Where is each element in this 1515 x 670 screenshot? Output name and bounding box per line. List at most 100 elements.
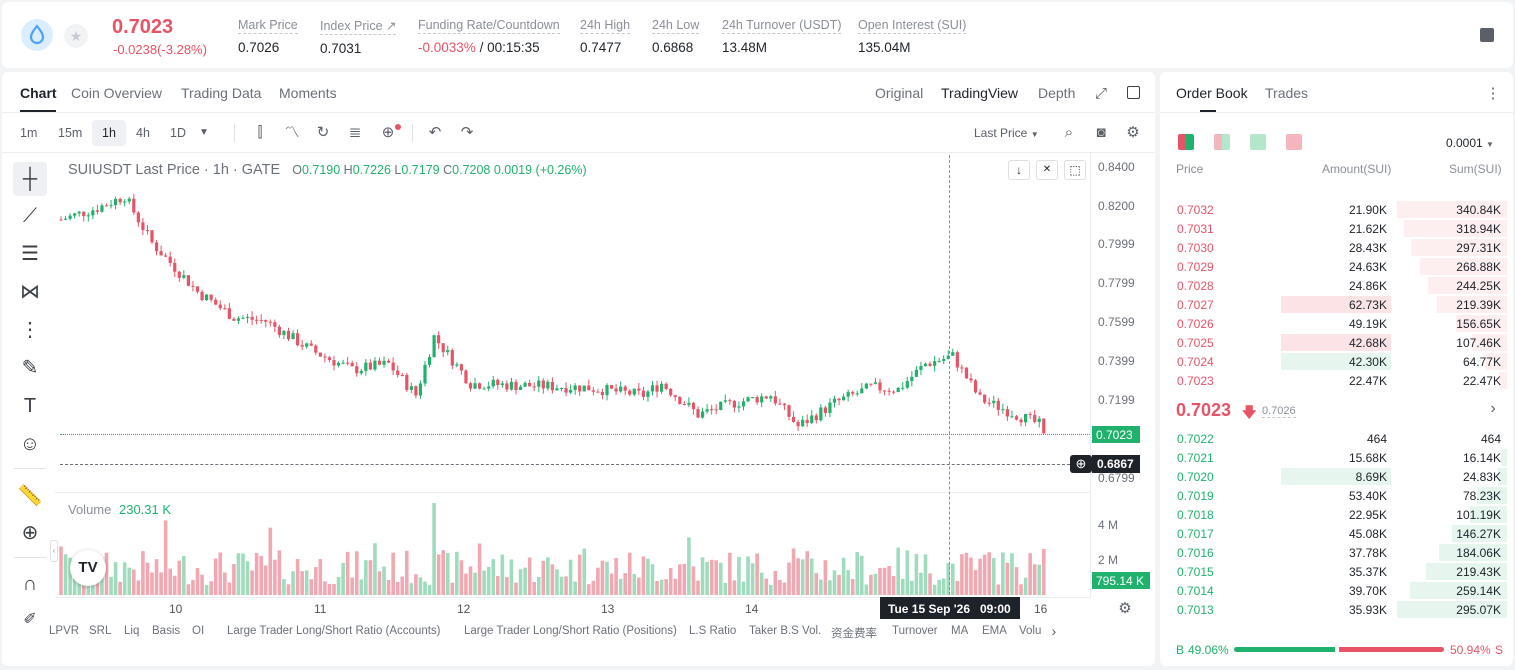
- zoom-icon[interactable]: ⊕: [21, 522, 39, 544]
- gear-icon[interactable]: ⚙: [1126, 124, 1140, 141]
- ask-row[interactable]: 0.7027 62.73K 219.39K: [1167, 295, 1507, 314]
- indicator-8[interactable]: Taker B.S Vol.: [749, 625, 822, 637]
- bid-row[interactable]: 0.7017 45.08K 146.27K: [1167, 524, 1507, 543]
- volume-bar: [150, 572, 154, 595]
- text-icon[interactable]: T: [23, 395, 37, 417]
- bid-row[interactable]: 0.7018 22.95K 101.19K: [1167, 505, 1507, 524]
- search-icon[interactable]: ⌕: [1064, 124, 1074, 141]
- indicator-10[interactable]: Turnover: [892, 625, 938, 637]
- layout-asks-icon[interactable]: [1286, 134, 1302, 150]
- timeframe-1h[interactable]: 1h: [102, 126, 116, 140]
- chart-settings-icon[interactable]: ⚙: [1118, 600, 1132, 617]
- tab-order-book[interactable]: Order Book: [1176, 85, 1248, 101]
- indicator-13[interactable]: Volu: [1019, 625, 1042, 637]
- ask-row[interactable]: 0.7024 42.30K 64.77K: [1167, 352, 1507, 371]
- tab-coin-overview[interactable]: Coin Overview: [71, 85, 163, 101]
- view-original[interactable]: Original: [875, 85, 924, 101]
- more-icon[interactable]: ⋮: [1485, 85, 1501, 102]
- chevron-right-icon[interactable]: ›: [1051, 623, 1057, 639]
- ask-row[interactable]: 0.7032 21.90K 340.84K: [1167, 200, 1507, 219]
- bid-row[interactable]: 0.7014 39.70K 259.14K: [1167, 581, 1507, 600]
- window-icon[interactable]: [1127, 86, 1140, 99]
- indicator-3[interactable]: Basis: [152, 625, 181, 637]
- indicator-4[interactable]: OI: [192, 625, 205, 637]
- pattern-icon[interactable]: ⋈: [20, 281, 40, 303]
- fit-icon[interactable]: ⬚: [1064, 160, 1086, 180]
- bid-row[interactable]: 0.7013 35.93K 295.07K: [1167, 600, 1507, 619]
- ask-row[interactable]: 0.7031 21.62K 318.94K: [1167, 219, 1507, 238]
- view-tradingview[interactable]: TradingView: [941, 85, 1019, 101]
- collapse-left-icon[interactable]: ‹: [50, 540, 58, 562]
- ask-row[interactable]: 0.7026 49.19K 156.65K: [1167, 314, 1507, 333]
- bid-row[interactable]: 0.7022 464 464: [1167, 429, 1507, 448]
- emoji-icon[interactable]: ☺: [19, 433, 41, 455]
- expand-icon[interactable]: ⤢: [1094, 85, 1107, 102]
- candle-body: [596, 391, 600, 393]
- timeframe-1d[interactable]: 1D: [170, 126, 186, 140]
- candle-body: [673, 395, 677, 397]
- fib-icon[interactable]: ⋮: [20, 319, 40, 341]
- tab-trades[interactable]: Trades: [1265, 85, 1309, 101]
- indicator-0[interactable]: LPVR: [49, 625, 80, 637]
- indicator-7[interactable]: L.S Ratio: [689, 625, 737, 637]
- ask-row[interactable]: 0.7030 28.43K 297.31K: [1167, 238, 1507, 257]
- redo-icon[interactable]: ↷: [460, 124, 474, 141]
- ask-row[interactable]: 0.7023 22.47K 22.47K: [1167, 371, 1507, 390]
- volume-bar: [314, 567, 318, 595]
- pencil-lock-icon[interactable]: ✐: [23, 611, 37, 628]
- bid-row[interactable]: 0.7019 53.40K 78.23K: [1167, 486, 1507, 505]
- timeframe-15m[interactable]: 15m: [58, 126, 83, 140]
- timeframe-1m[interactable]: 1m: [20, 126, 38, 140]
- collapse-icon[interactable]: ✕: [1036, 160, 1058, 180]
- layout-both-icon[interactable]: [1178, 134, 1194, 150]
- indicator-6[interactable]: Large Trader Long/Short Ratio (Positions…: [464, 625, 677, 637]
- book-icon[interactable]: [1480, 28, 1494, 42]
- order-amount: 45.08K: [1348, 527, 1387, 541]
- magnet-icon[interactable]: ∩: [22, 573, 38, 595]
- tab-trading-data[interactable]: Trading Data: [181, 85, 262, 101]
- bid-row[interactable]: 0.7015 35.37K 219.43K: [1167, 562, 1507, 581]
- add-indicator-icon[interactable]: ⊕: [381, 124, 395, 141]
- precision-select[interactable]: 0.0001 ▼: [1446, 136, 1494, 150]
- bid-row[interactable]: 0.7016 37.78K 184.06K: [1167, 543, 1507, 562]
- replay-icon[interactable]: ↻: [316, 124, 330, 141]
- indicator-2[interactable]: Liq: [124, 625, 140, 637]
- favorite-star-icon[interactable]: ★: [64, 24, 88, 48]
- timeframe-dropdown-icon[interactable]: ▼: [199, 127, 209, 138]
- tab-chart[interactable]: Chart: [20, 85, 57, 101]
- chevron-right-icon[interactable]: ›: [1490, 400, 1496, 417]
- ask-row[interactable]: 0.7025 42.68K 107.46K: [1167, 333, 1507, 352]
- ask-row[interactable]: 0.7028 24.86K 244.25K: [1167, 276, 1507, 295]
- trendline-icon[interactable]: ⟋: [23, 205, 37, 227]
- divider: [2, 152, 1155, 153]
- indicator-9[interactable]: 资金费率: [831, 628, 877, 640]
- ask-row[interactable]: 0.7029 24.63K 268.88K: [1167, 257, 1507, 276]
- price-type-select[interactable]: Last Price ▼: [974, 126, 1039, 140]
- stat-index-price[interactable]: Index Price ↗ 0.7031: [320, 19, 397, 56]
- candlestick-chart[interactable]: [55, 155, 1090, 485]
- layout-split-icon[interactable]: [1214, 134, 1230, 150]
- indicator-12[interactable]: EMA: [982, 625, 1007, 637]
- view-depth[interactable]: Depth: [1038, 85, 1076, 101]
- brush-icon[interactable]: ✎: [21, 357, 39, 379]
- crosshair-add-icon[interactable]: ⊕: [1070, 455, 1092, 473]
- crosshair-icon[interactable]: ┼: [22, 168, 38, 190]
- ruler-icon[interactable]: 📏: [17, 485, 43, 507]
- scroll-down-icon[interactable]: ↓: [1008, 160, 1030, 180]
- indicators-icon[interactable]: 〽: [284, 124, 300, 141]
- templates-icon[interactable]: ≣: [348, 124, 362, 141]
- bid-row[interactable]: 0.7021 15.68K 16.14K: [1167, 448, 1507, 467]
- horizontal-lines-icon[interactable]: ☰: [21, 243, 39, 265]
- timeframe-4h[interactable]: 4h: [136, 126, 150, 140]
- layout-bids-icon[interactable]: [1250, 134, 1266, 150]
- indicator-5[interactable]: Large Trader Long/Short Ratio (Accounts): [227, 625, 441, 637]
- tab-moments[interactable]: Moments: [279, 85, 337, 101]
- bid-row[interactable]: 0.7020 8.69K 24.83K: [1167, 467, 1507, 486]
- order-sum: 297.31K: [1456, 241, 1501, 255]
- candle-type-icon[interactable]: ⫿: [257, 124, 263, 141]
- undo-icon[interactable]: ↶: [428, 124, 442, 141]
- indicator-1[interactable]: SRL: [89, 625, 112, 637]
- indicator-11[interactable]: MA: [951, 625, 969, 637]
- camera-icon[interactable]: ◙: [1096, 124, 1106, 141]
- order-price: 0.7015: [1177, 565, 1214, 579]
